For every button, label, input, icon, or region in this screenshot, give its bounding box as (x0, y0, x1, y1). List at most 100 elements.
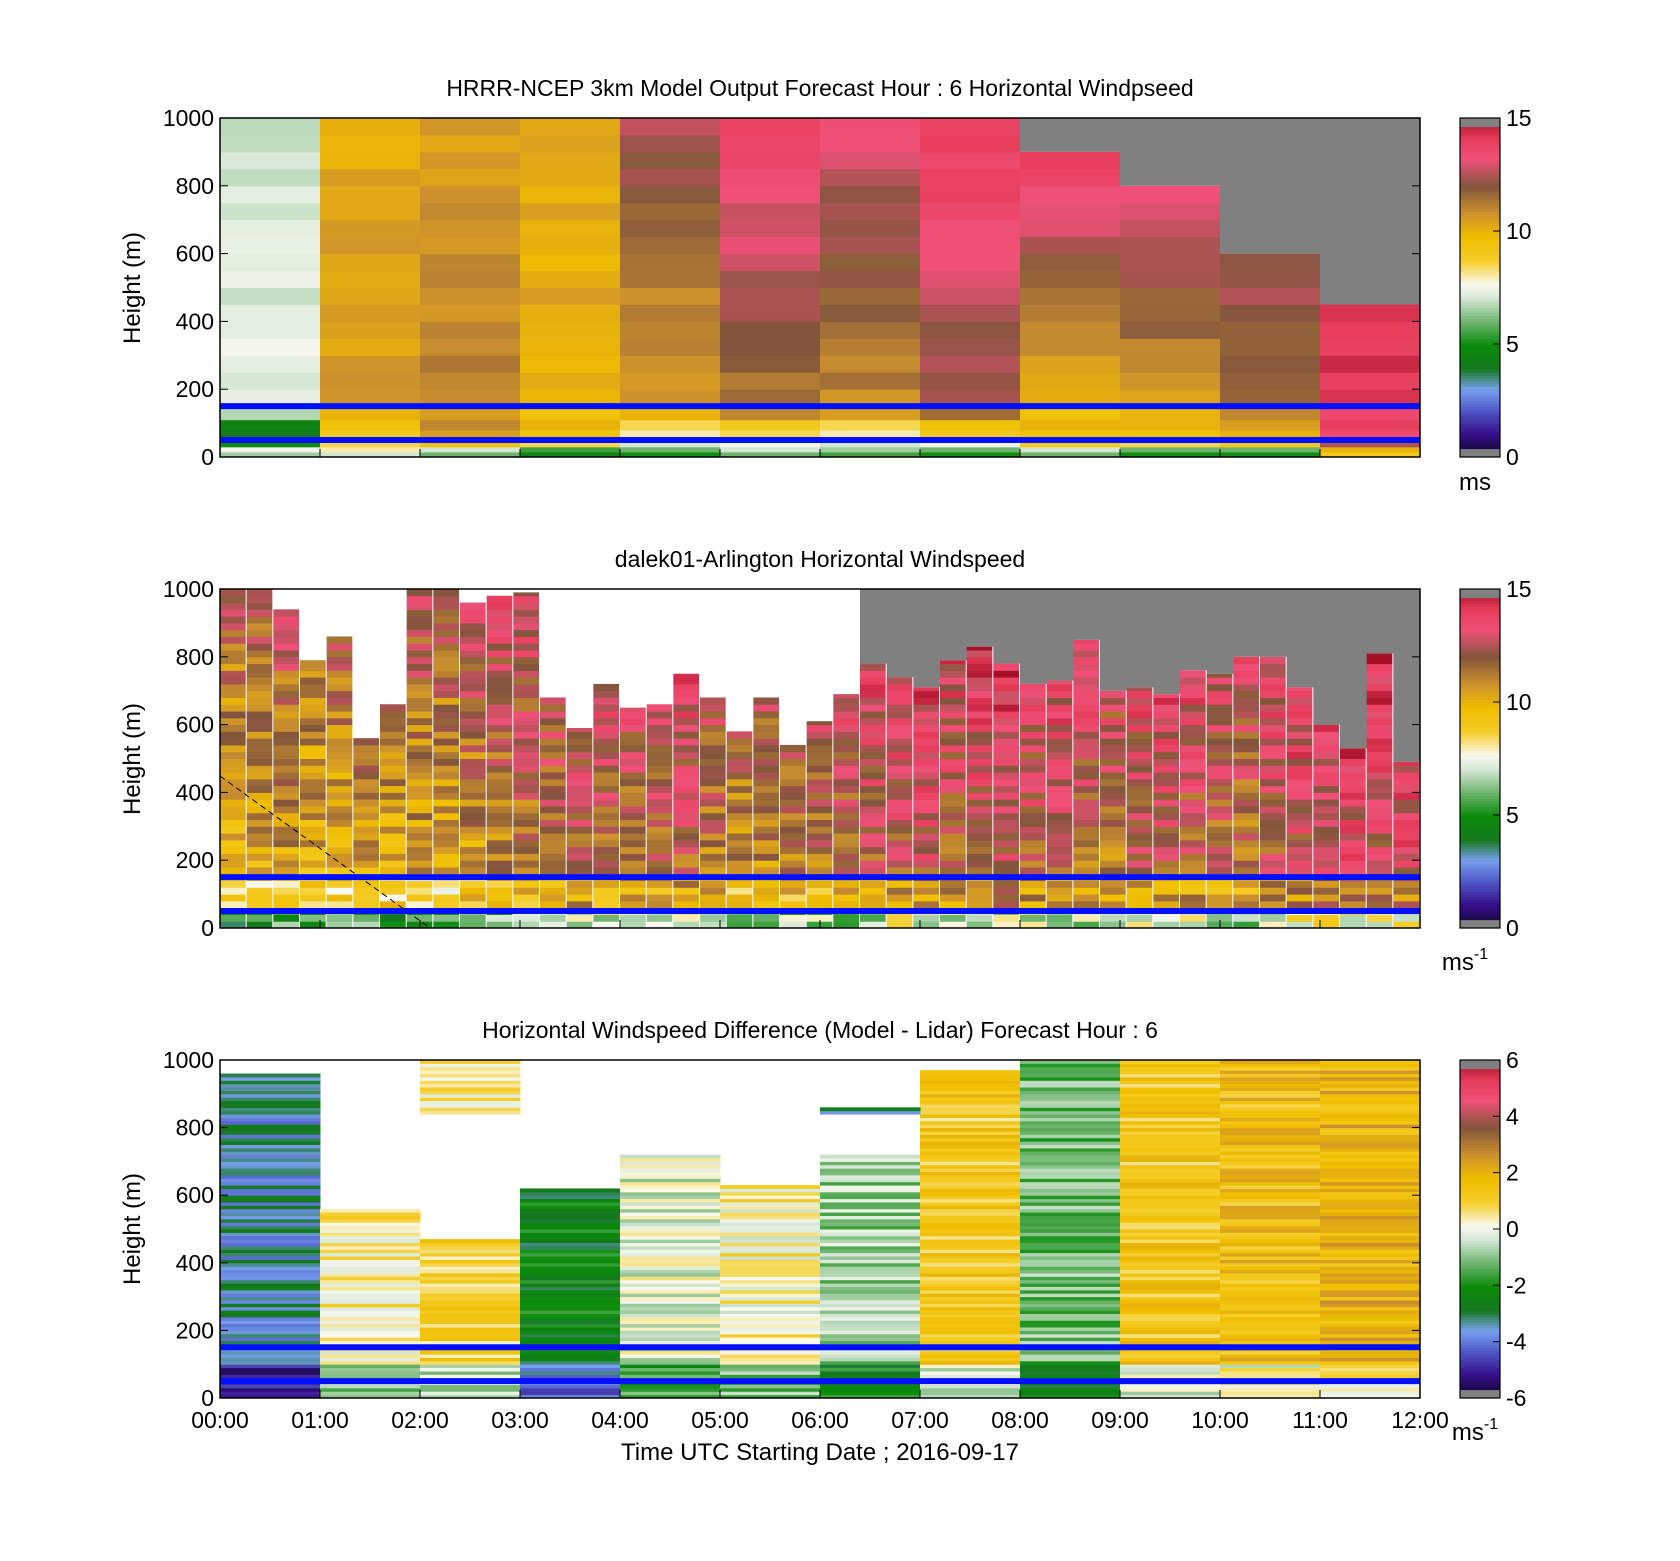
heatmap-cell (940, 785, 966, 793)
heatmap-cell (220, 717, 246, 726)
heatmap-cell (620, 429, 721, 439)
x-tick-label: 01:00 (291, 1407, 349, 1433)
heatmap-cell (966, 833, 993, 841)
heatmap-cell (220, 704, 246, 712)
colorbar-segment (1460, 1229, 1500, 1233)
heatmap-cell (700, 751, 726, 759)
heatmap-cell (1220, 1235, 1321, 1240)
heatmap-cell (1020, 1360, 1121, 1365)
heatmap-cell (1286, 711, 1313, 719)
heatmap-cell (380, 805, 406, 814)
heatmap-cell (726, 765, 753, 773)
heatmap-cell (1220, 1174, 1321, 1179)
colorbar-tick-label: 0 (1506, 915, 1519, 941)
heatmap-cell (246, 717, 273, 726)
heatmap-cell (273, 643, 299, 651)
heatmap-cell (1206, 772, 1233, 780)
heatmap-cell (1180, 758, 1206, 766)
heatmap-cell (593, 785, 619, 793)
heatmap-cell (220, 1168, 321, 1173)
heatmap-cell (1320, 1107, 1420, 1112)
heatmap-cell (646, 704, 673, 712)
heatmap-cell (1020, 1137, 1121, 1142)
heatmap-cell (1153, 812, 1179, 821)
heatmap-cell (406, 609, 433, 617)
heatmap-cell (220, 785, 246, 793)
heatmap-cell (753, 772, 779, 780)
heatmap-cell (1120, 1083, 1221, 1088)
colorbar-segment (1460, 1150, 1500, 1154)
panel-lidar-title: dalek01-Arlington Horizontal Windspeed (615, 546, 1025, 572)
heatmap-cell (1100, 717, 1126, 726)
heatmap-cell (380, 894, 406, 902)
heatmap-cell (520, 1320, 621, 1325)
heatmap-cell (220, 1181, 321, 1186)
colorbar-segment (1460, 702, 1500, 706)
heatmap-cell (513, 887, 539, 895)
heatmap-cell (620, 1218, 721, 1223)
heatmap-cell (920, 1134, 1021, 1139)
heatmap-cell (520, 1310, 621, 1314)
heatmap-cell (700, 785, 726, 793)
heatmap-cell (320, 1327, 421, 1331)
heatmap-cell (673, 673, 699, 678)
heatmap-cell (220, 744, 246, 753)
heatmap-cell (1233, 880, 1259, 888)
heatmap-cell (1020, 1188, 1121, 1193)
colorbar-segment (1460, 834, 1500, 839)
heatmap-cell (920, 270, 1021, 288)
colorbar-segment (1460, 752, 1500, 757)
heatmap-cell (920, 253, 1021, 272)
heatmap-cell (620, 833, 646, 841)
heatmap-cell (1233, 704, 1259, 712)
heatmap-cell (646, 819, 673, 827)
heatmap-cell (1180, 744, 1206, 753)
heatmap-cell (380, 914, 406, 922)
heatmap-cell (406, 738, 433, 746)
heatmap-cell (593, 758, 619, 766)
heatmap-cell (520, 406, 621, 421)
heatmap-cell (720, 185, 821, 204)
heatmap-cell (966, 853, 993, 861)
heatmap-cell (406, 751, 433, 759)
colorbar-segment (1460, 670, 1500, 675)
heatmap-cell (753, 812, 779, 821)
heatmap-cell (1153, 731, 1179, 739)
heatmap-cell (1100, 846, 1126, 854)
heatmap-cell (940, 812, 966, 821)
heatmap-cell (420, 253, 521, 272)
panel-lidar-heatmap (220, 589, 1420, 928)
heatmap-cell (720, 1289, 821, 1294)
heatmap-cell (1120, 1232, 1221, 1237)
heatmap-cell (1220, 1391, 1321, 1396)
heatmap-cell (1220, 1323, 1321, 1328)
heatmap-cell (246, 650, 273, 658)
heatmap-cell (220, 772, 246, 780)
heatmap-cell (513, 799, 539, 807)
heatmap-cell (860, 724, 886, 732)
colorbar-segment (1460, 1186, 1500, 1191)
heatmap-cell (220, 1073, 321, 1078)
heatmap-cell (1100, 880, 1126, 888)
heatmap-cell (433, 921, 459, 928)
heatmap-cell (220, 1245, 321, 1250)
heatmap-cell (380, 724, 406, 732)
heatmap-cell (920, 1293, 1021, 1298)
heatmap-cell (1340, 900, 1366, 909)
heatmap-cell (486, 650, 513, 658)
heatmap-cell (1073, 744, 1099, 753)
heatmap-cell (420, 1299, 521, 1304)
heatmap-cell (646, 758, 673, 766)
heatmap-cell (1320, 1391, 1420, 1396)
colorbar-segment (1460, 290, 1500, 294)
heatmap-cell (320, 1394, 421, 1398)
heatmap-cell (820, 1370, 921, 1375)
colorbar-segment (1460, 1358, 1500, 1362)
heatmap-cell (460, 765, 486, 773)
colorbar-segment (1460, 1240, 1500, 1244)
heatmap-cell (1206, 690, 1233, 698)
colorbar-segment (1460, 1310, 1500, 1315)
heatmap-cell (1286, 751, 1313, 759)
